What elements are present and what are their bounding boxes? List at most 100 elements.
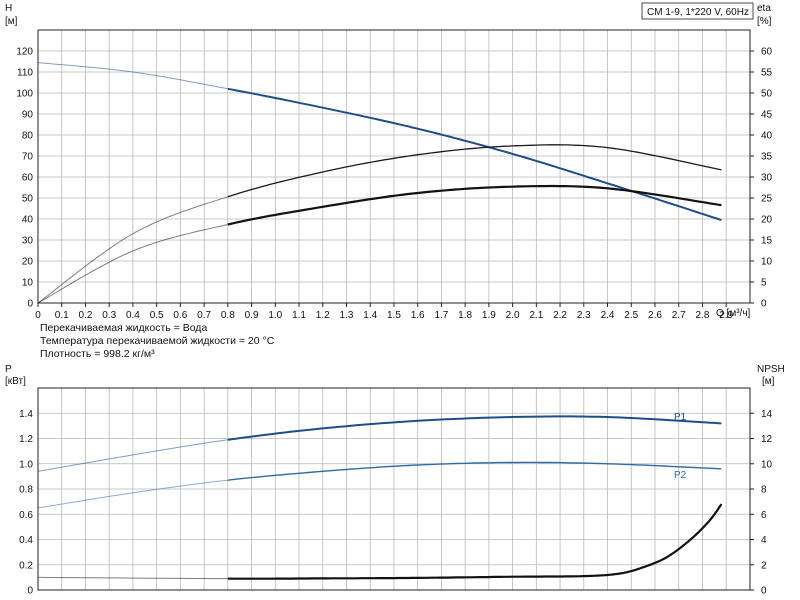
y-left-tick-label: 0 <box>27 586 33 597</box>
y-left-tick-label: 50 <box>22 194 34 205</box>
x-tick-label: 0.5 <box>150 310 164 321</box>
y-right-tick-label: 35 <box>761 152 773 163</box>
y-right-tick-label: 5 <box>761 278 767 289</box>
series-H-extrapolated <box>37 62 228 90</box>
top-y-right-unit: [%] <box>757 16 772 27</box>
y-left-tick-label: 0.4 <box>19 535 33 546</box>
x-tick-label: 2.0 <box>506 310 520 321</box>
y-right-tick-label: 30 <box>761 173 773 184</box>
top-right-ticks: 0 5 10 15 20 25 30 35 40 45 50 55 60 <box>761 47 773 310</box>
y-left-tick-label: 0.2 <box>19 560 33 571</box>
x-tick-label: 0.8 <box>221 310 235 321</box>
y-right-tick-label: 25 <box>761 194 773 205</box>
y-left-tick-label: 110 <box>17 68 33 79</box>
x-tick-label: 1.2 <box>316 310 330 321</box>
bottom-y-right-name: NPSH <box>757 364 785 375</box>
x-tick-label: 1.7 <box>434 310 448 321</box>
top-title: CM 1-9, 1*220 V, 60Hz <box>647 7 749 18</box>
series-eta_p2 <box>227 184 722 226</box>
x-tick-label: 0.6 <box>173 310 187 321</box>
top-y-right-name: eta <box>757 3 771 14</box>
top-plot-frame <box>37 29 751 304</box>
x-tick-label: 2.6 <box>648 310 662 321</box>
x-tick-label: 2.3 <box>577 310 591 321</box>
x-tick-label: 1.9 <box>482 310 496 321</box>
y-right-tick-label: 60 <box>761 47 773 58</box>
series-P1 <box>227 415 722 441</box>
series-NPSH <box>227 503 723 580</box>
y-left-tick-label: 1.2 <box>19 434 33 445</box>
x-tick-label: 0 <box>35 310 41 321</box>
y-right-tick-label: 15 <box>761 236 773 247</box>
x-tick-label: 1.6 <box>411 310 425 321</box>
y-left-tick-label: 0 <box>27 299 33 310</box>
y-right-tick-label: 8 <box>761 485 767 496</box>
x-tick-label: 1.0 <box>268 310 282 321</box>
x-tick-label: 2.2 <box>553 310 567 321</box>
y-right-tick-label: 45 <box>761 110 773 121</box>
series-NPSH-extrapolated <box>38 576 228 580</box>
y-right-tick-label: 20 <box>761 215 773 226</box>
legend-p2: P2 <box>674 470 687 481</box>
y-left-tick-label: 0.6 <box>19 510 33 521</box>
legend-p1: P1 <box>674 412 687 423</box>
y-right-tick-label: 6 <box>761 510 767 521</box>
top-y-left-name: H <box>5 3 12 14</box>
bottom-chart: 0 0.2 0.4 0.6 0.8 1.0 1.2 1.4 0 2 4 6 8 10 12 14 P [кВ… <box>5 364 785 597</box>
top-y-left-unit: [м] <box>5 16 18 27</box>
y-right-tick-label: 0 <box>761 299 767 310</box>
top-series <box>37 62 722 304</box>
bottom-series <box>37 415 723 580</box>
note-liquid: Перекачиваемая жидкость = Вода <box>40 322 207 334</box>
top-grid <box>38 30 754 304</box>
x-tick-label: 0.3 <box>102 310 116 321</box>
top-chart: 0 0.1 0.2 0.3 0.4 0.5 0.6 0.7 0.8 0.9 1.0 1.1 1.2 1.3… <box>5 2 773 321</box>
y-left-tick-label: 1.4 <box>19 409 33 420</box>
y-left-tick-label: 100 <box>16 89 33 100</box>
y-left-tick-label: 120 <box>16 47 33 58</box>
x-tick-label: 1.1 <box>292 310 306 321</box>
x-tick-label: 1.8 <box>458 310 472 321</box>
series-P1-extrapolated <box>37 439 228 472</box>
note-temperature: Температура перекачиваемой жидкости = 20… <box>40 335 275 347</box>
y-right-tick-label: 12 <box>761 434 773 445</box>
y-left-tick-label: 10 <box>22 278 34 289</box>
top-x-label: Q [м³/ч] <box>716 308 751 319</box>
y-left-tick-label: 80 <box>22 131 34 142</box>
y-right-tick-label: 55 <box>761 68 773 79</box>
y-right-tick-label: 0 <box>761 586 767 597</box>
y-left-tick-label: 0.8 <box>19 485 33 496</box>
bottom-plot-frame <box>37 387 751 591</box>
bottom-y-left-name: P <box>5 364 12 375</box>
y-left-tick-label: 60 <box>22 173 34 184</box>
series-eta_p1 <box>227 144 722 198</box>
top-title-box <box>641 2 754 20</box>
y-left-tick-label: 70 <box>22 152 34 163</box>
x-tick-label: 0.9 <box>245 310 259 321</box>
series-P2-extrapolated <box>37 479 228 509</box>
x-tick-label: 2.9 <box>719 310 733 321</box>
series-eta_p2-extrapolated <box>37 224 228 304</box>
bottom-y-right-unit: [м] <box>762 376 775 387</box>
y-right-tick-label: 14 <box>761 409 773 420</box>
bottom-right-ticks: 0 2 4 6 8 10 12 14 <box>761 409 773 597</box>
series-eta_p1-extrapolated <box>37 196 228 304</box>
series-P2 <box>227 461 722 481</box>
bottom-y-left-unit: [кВт] <box>5 376 26 387</box>
x-tick-label: 1.4 <box>363 310 377 321</box>
y-right-tick-label: 10 <box>761 459 773 470</box>
y-left-tick-label: 90 <box>22 110 34 121</box>
y-left-tick-label: 30 <box>22 236 34 247</box>
x-tick-label: 2.4 <box>601 310 615 321</box>
top-left-ticks: 0 10 20 30 40 50 60 70 80 90 100 110 120 <box>16 47 33 310</box>
x-tick-label: 2.8 <box>695 310 709 321</box>
x-tick-label: 0.4 <box>126 310 140 321</box>
x-tick-label: 2.1 <box>529 310 543 321</box>
y-right-tick-label: 2 <box>761 560 767 571</box>
x-tick-label: 1.5 <box>387 310 401 321</box>
y-right-tick-label: 50 <box>761 89 773 100</box>
note-density: Плотность = 998.2 кг/м³ <box>40 348 155 360</box>
x-tick-label: 0.7 <box>197 310 211 321</box>
y-right-tick-label: 10 <box>761 257 773 268</box>
